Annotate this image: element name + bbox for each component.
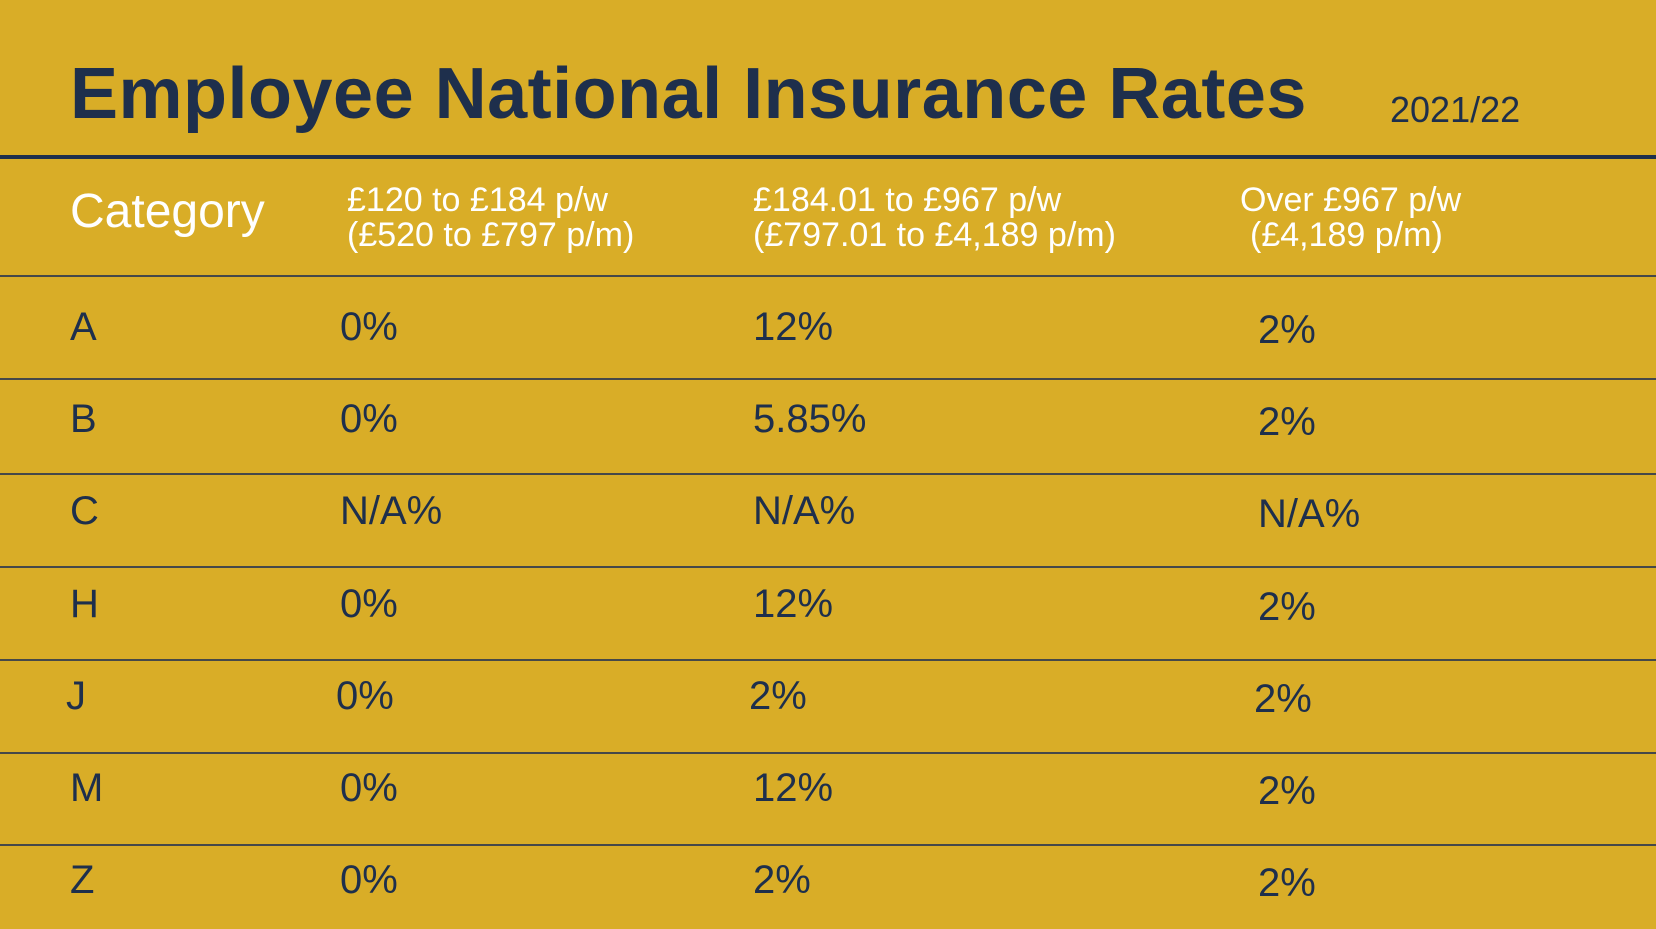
rate-cell-band-2: 5.85%: [753, 397, 867, 441]
rate-cell-band-1: 0%: [340, 766, 398, 810]
rate-cell-band-3: 2%: [1258, 308, 1316, 352]
rate-cell-band-2: 12%: [753, 582, 834, 626]
rate-cell-band-2: N/A%: [753, 489, 856, 533]
rate-cell-band-3: N/A%: [1258, 492, 1361, 536]
column-header-category: Category: [70, 185, 265, 238]
rate-cell-band-1: 0%: [340, 858, 398, 902]
category-cell: B: [70, 397, 97, 441]
rate-cell-band-2: 2%: [753, 858, 811, 902]
column-header-band-2-monthly: (£797.01 to £4,189 p/m): [753, 216, 1116, 254]
column-header-band-1: £120 to £184 p/w (£520 to £797 p/m): [347, 183, 634, 253]
column-header-band-2: £184.01 to £967 p/w (£797.01 to £4,189 p…: [753, 183, 1116, 253]
column-header-band-2-weekly: £184.01 to £967 p/w: [753, 181, 1062, 219]
column-header-band-3-monthly: (£4,189 p/m): [1250, 216, 1443, 254]
category-cell: J: [66, 674, 86, 718]
category-cell: M: [70, 766, 104, 810]
rate-cell-band-1: N/A%: [340, 489, 443, 533]
row-divider: [0, 844, 1656, 846]
rate-cell-band-3: 2%: [1258, 400, 1316, 444]
row-divider: [0, 752, 1656, 754]
rate-cell-band-1: 0%: [336, 674, 394, 718]
row-divider: [0, 566, 1656, 568]
rate-cell-band-2: 12%: [753, 305, 834, 349]
rate-cell-band-3: 2%: [1254, 677, 1312, 721]
category-cell: C: [70, 489, 99, 533]
column-header-band-1-weekly: £120 to £184 p/w: [347, 181, 608, 219]
rate-cell-band-1: 0%: [340, 305, 398, 349]
tax-year-label: 2021/22: [1390, 89, 1521, 130]
rate-cell-band-2: 2%: [749, 674, 807, 718]
row-divider: [0, 473, 1656, 475]
rate-cell-band-3: 2%: [1258, 769, 1316, 813]
row-divider: [0, 378, 1656, 380]
category-cell: A: [70, 305, 97, 349]
category-cell: Z: [70, 858, 95, 902]
rate-cell-band-3: 2%: [1258, 861, 1316, 905]
column-header-band-3: Over £967 p/w (£4,189 p/m): [1240, 183, 1461, 253]
column-header-band-1-monthly: (£520 to £797 p/m): [347, 216, 635, 254]
rate-cell-band-1: 0%: [340, 582, 398, 626]
row-divider: [0, 275, 1656, 277]
category-cell: H: [70, 582, 99, 626]
rate-cell-band-1: 0%: [340, 397, 398, 441]
page-title: Employee National Insurance Rates: [70, 54, 1307, 134]
column-header-band-3-weekly: Over £967 p/w: [1240, 181, 1462, 219]
rate-cell-band-3: 2%: [1258, 585, 1316, 629]
header-divider: [0, 155, 1656, 159]
row-divider: [0, 659, 1656, 661]
rate-cell-band-2: 12%: [753, 766, 834, 810]
